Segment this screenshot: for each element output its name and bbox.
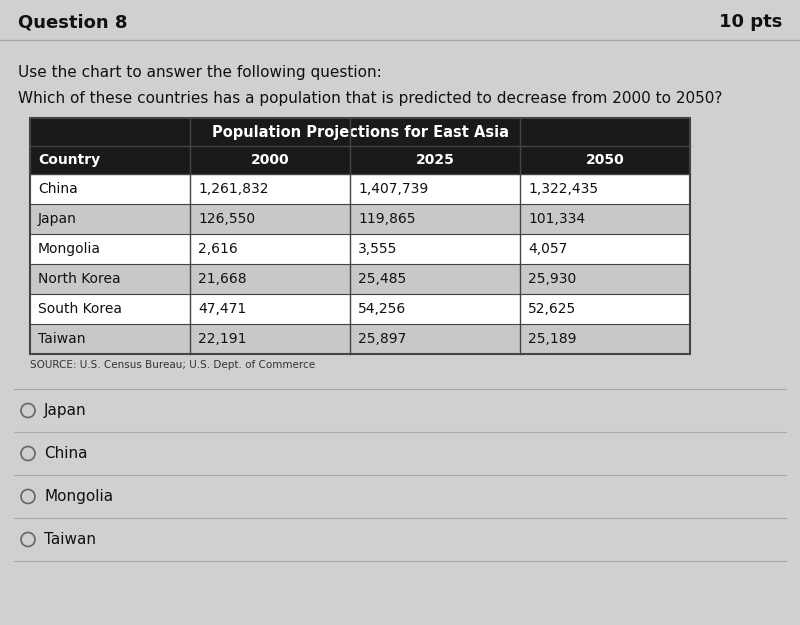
Text: Question 8: Question 8 [18,13,127,31]
Text: 1,261,832: 1,261,832 [198,182,269,196]
Text: China: China [38,182,78,196]
Bar [30,324,690,354]
Text: 52,625: 52,625 [528,302,576,316]
Bar [30,264,690,294]
Text: 2050: 2050 [586,153,624,167]
Text: Japan: Japan [44,403,86,418]
Text: Taiwan: Taiwan [44,532,96,547]
Text: Taiwan: Taiwan [38,332,86,346]
Bar [30,234,690,264]
Text: South Korea: South Korea [38,302,122,316]
Text: 2,616: 2,616 [198,242,238,256]
Bar [30,146,690,174]
Text: 25,930: 25,930 [528,272,576,286]
Bar [30,118,690,146]
Bar [30,294,690,324]
Text: 119,865: 119,865 [358,212,415,226]
Text: 2025: 2025 [415,153,454,167]
Text: Population Projections for East Asia: Population Projections for East Asia [211,124,509,139]
Text: 1,407,739: 1,407,739 [358,182,428,196]
Text: Use the chart to answer the following question:: Use the chart to answer the following qu… [18,64,382,79]
Text: 3,555: 3,555 [358,242,398,256]
Text: 22,191: 22,191 [198,332,246,346]
Text: 2000: 2000 [250,153,290,167]
Text: 4,057: 4,057 [528,242,567,256]
Text: 25,485: 25,485 [358,272,406,286]
Text: Japan: Japan [38,212,77,226]
Text: 25,189: 25,189 [528,332,577,346]
Text: 101,334: 101,334 [528,212,585,226]
Text: 126,550: 126,550 [198,212,255,226]
Bar [30,204,690,234]
Text: 25,897: 25,897 [358,332,406,346]
Text: 21,668: 21,668 [198,272,246,286]
Text: 54,256: 54,256 [358,302,406,316]
Bar [30,174,690,204]
Text: China: China [44,446,87,461]
Bar [0,0,800,40]
Text: Mongolia: Mongolia [44,489,113,504]
Text: North Korea: North Korea [38,272,121,286]
Text: Which of these countries has a population that is predicted to decrease from 200: Which of these countries has a populatio… [18,91,722,106]
Text: 10 pts: 10 pts [718,13,782,31]
Bar [30,118,690,354]
Text: Mongolia: Mongolia [38,242,101,256]
Text: 47,471: 47,471 [198,302,246,316]
Text: Country: Country [38,153,100,167]
Text: 1,322,435: 1,322,435 [528,182,598,196]
Text: SOURCE: U.S. Census Bureau; U.S. Dept. of Commerce: SOURCE: U.S. Census Bureau; U.S. Dept. o… [30,360,315,370]
